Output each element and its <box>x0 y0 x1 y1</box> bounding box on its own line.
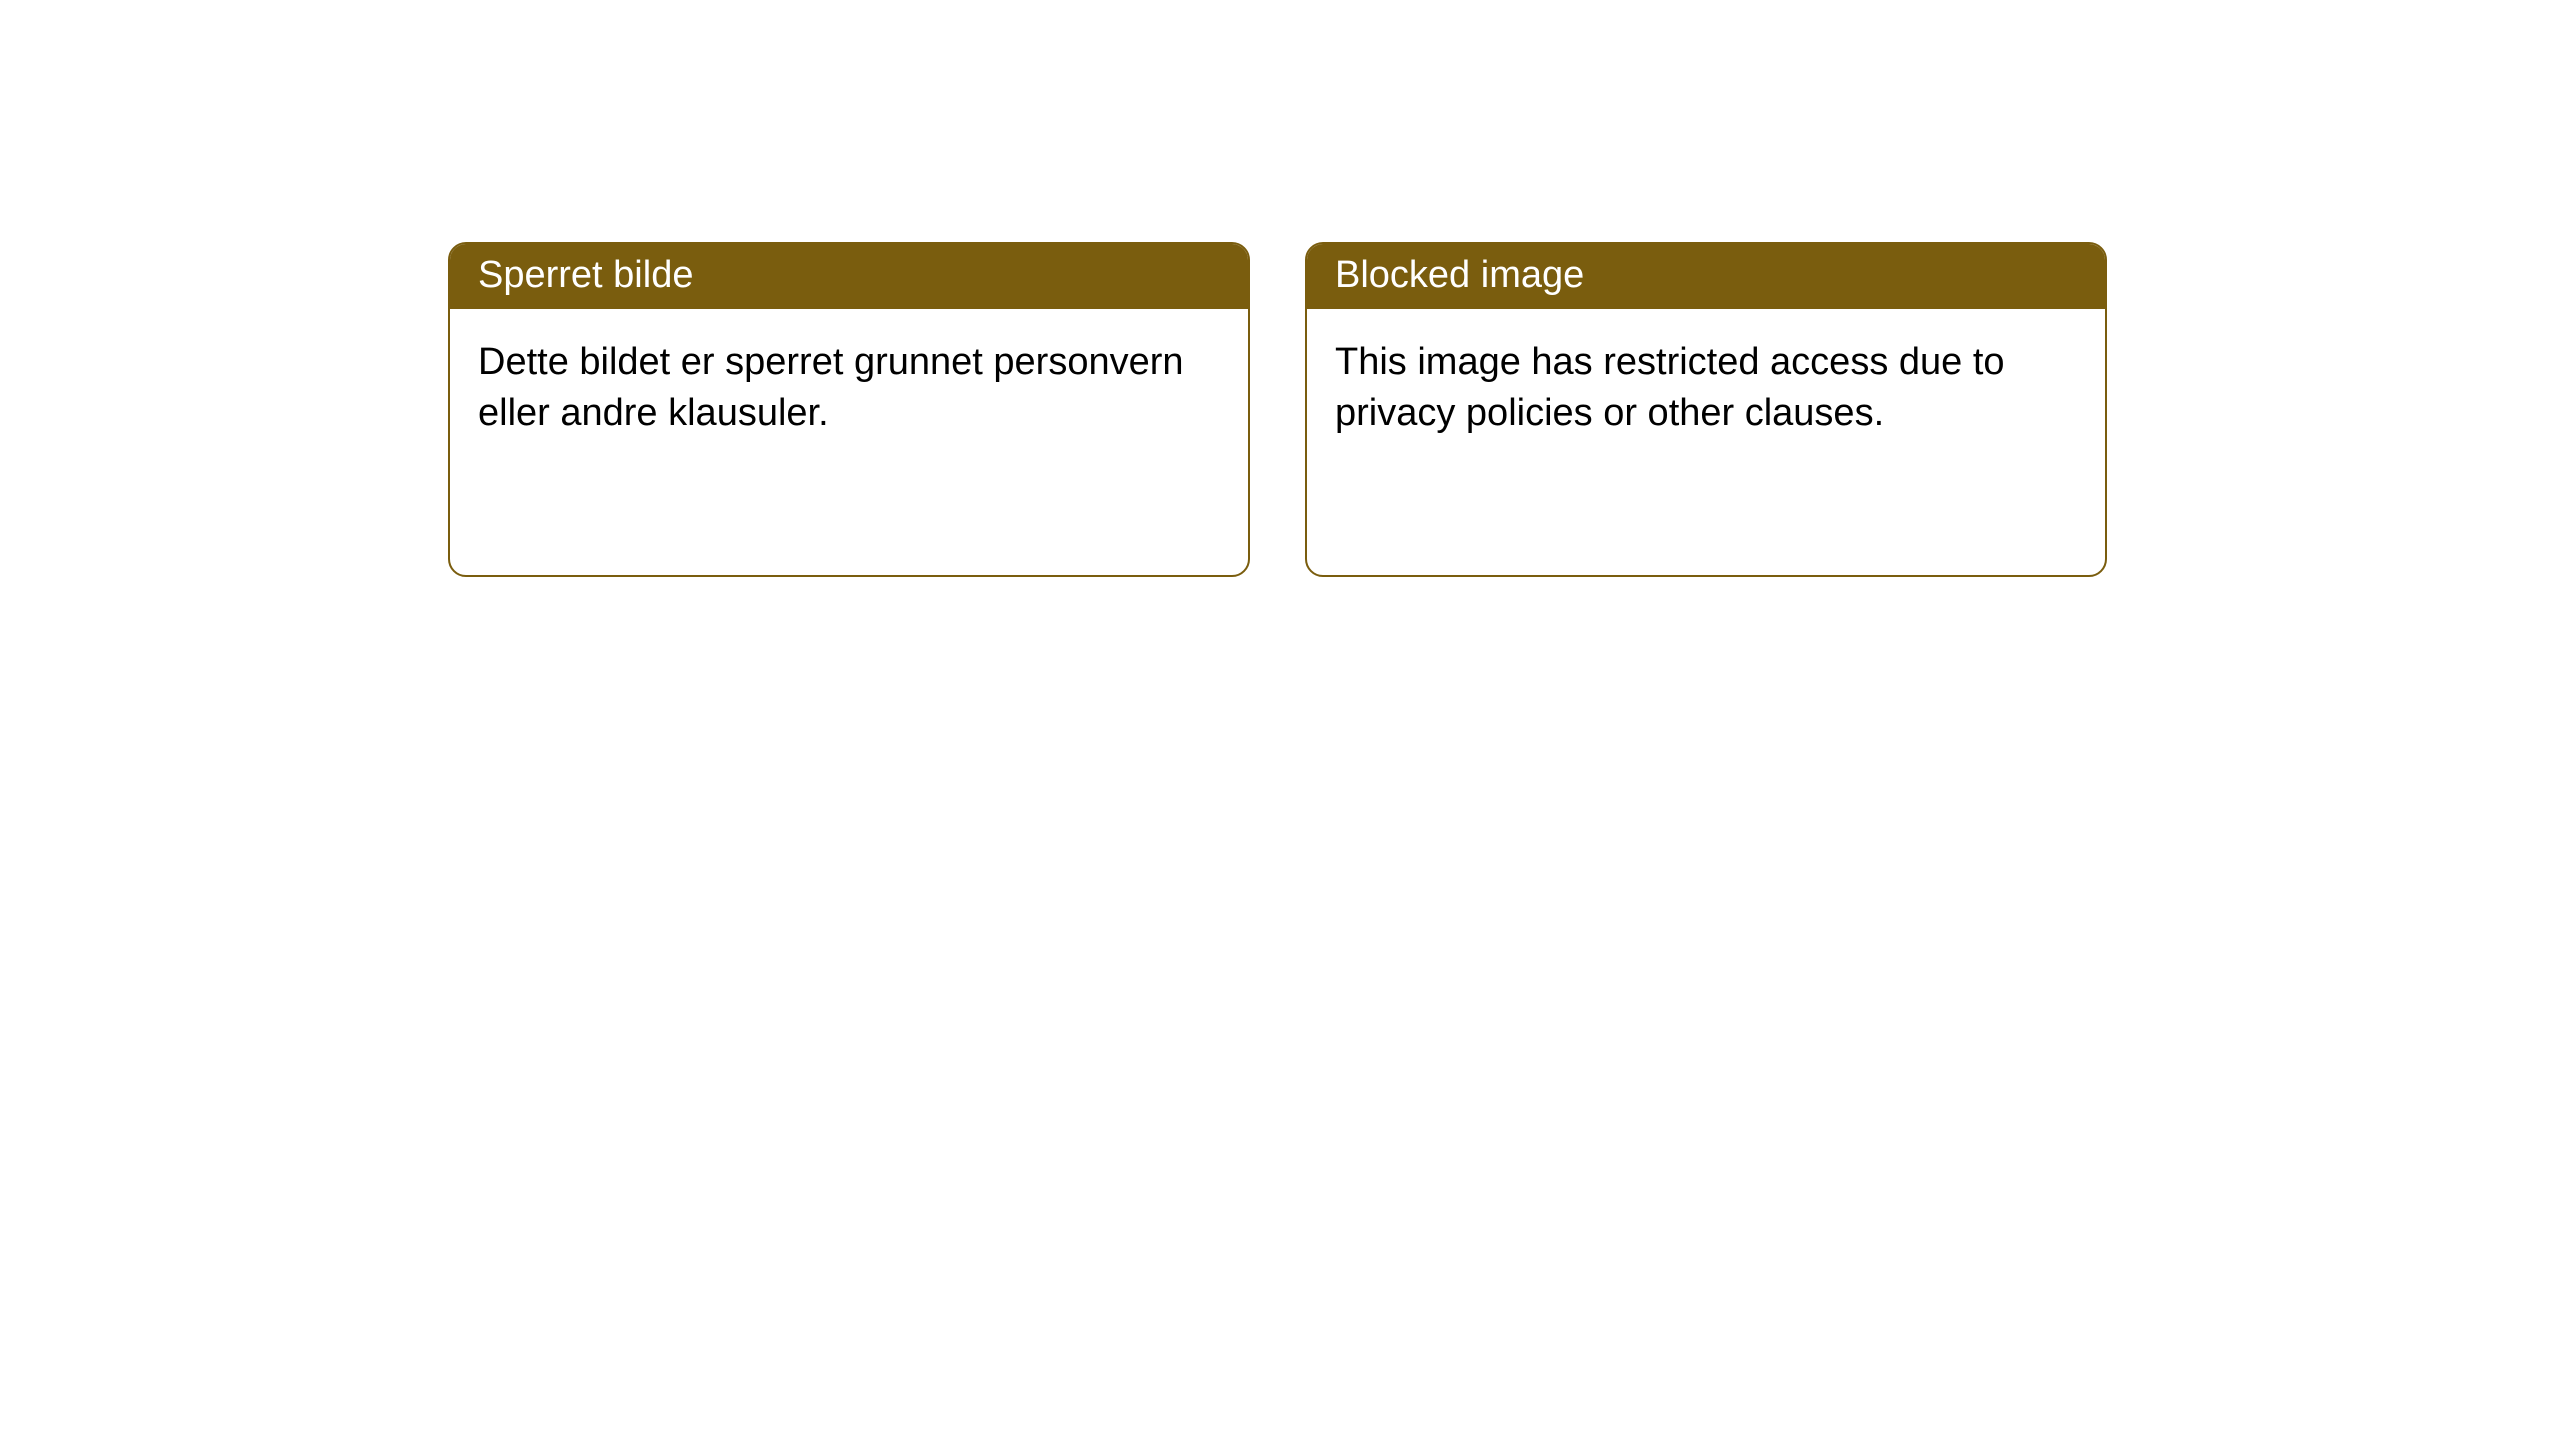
notice-card-norwegian: Sperret bilde Dette bildet er sperret gr… <box>448 242 1250 577</box>
notice-container: Sperret bilde Dette bildet er sperret gr… <box>0 0 2560 577</box>
notice-card-english: Blocked image This image has restricted … <box>1305 242 2107 577</box>
notice-header: Blocked image <box>1307 244 2105 309</box>
notice-header: Sperret bilde <box>450 244 1248 309</box>
notice-body: Dette bildet er sperret grunnet personve… <box>450 309 1248 468</box>
notice-body: This image has restricted access due to … <box>1307 309 2105 468</box>
